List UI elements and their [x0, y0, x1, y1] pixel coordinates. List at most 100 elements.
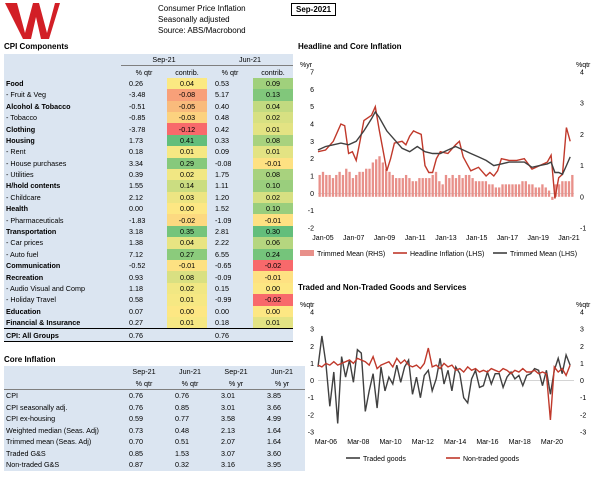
cpi-contrib-cell: 0.13: [253, 89, 293, 101]
core-inflation-title: Core Inflation: [4, 355, 56, 364]
core-row: Weighted median (Seas. Adj) 0.73 0.48 2.13 1…: [4, 424, 305, 436]
sub-header: % qtr: [121, 377, 167, 390]
cpi-pct-cell: -1.83: [121, 214, 167, 226]
legend-swatch: [300, 250, 314, 256]
trimmed-mean-bar: [498, 187, 501, 197]
y-tick-right: 0: [580, 194, 584, 201]
x-tick-label: Mar-18: [509, 439, 531, 446]
cpi-contrib-cell: 0.08: [253, 134, 293, 147]
trimmed-mean-bar: [378, 156, 381, 197]
y-tick-right: -3: [580, 430, 586, 437]
cpi-contrib-cell: -0.12: [167, 123, 207, 135]
cpi-row: Financial & Insurance 0.27 0.01 0.18 0.01: [4, 316, 293, 329]
cpi-row-label: - Pharmaceuticals: [4, 214, 121, 226]
trimmed-mean-bar: [388, 171, 391, 197]
cpi-pct-cell: -0.09: [207, 271, 253, 283]
trimmed-mean-bar: [517, 184, 521, 197]
y-tick-right: 3: [580, 327, 584, 334]
x-tick-label: Mar-10: [379, 439, 401, 446]
core-value-cell: 0.51: [167, 436, 213, 448]
y-tick-left: -1: [308, 395, 314, 402]
trimmed-mean-bar: [508, 184, 511, 197]
trimmed-mean-bar: [444, 174, 448, 197]
y-tick-right: 3: [580, 101, 584, 108]
core-value-cell: 4.99: [259, 413, 305, 425]
cpi-row-label: - Auto fuel: [4, 248, 121, 261]
cpi-contrib-cell: 0.04: [167, 77, 207, 90]
cpi-pct-cell: -0.51: [121, 100, 167, 112]
core-row-label: CPI ex-housing: [4, 413, 121, 425]
trimmed-mean-bar: [441, 184, 444, 197]
core-value-cell: 1.64: [259, 436, 305, 448]
cpi-row: Housing 1.73 0.41 0.33 0.08: [4, 134, 293, 147]
trimmed-mean-bar: [541, 184, 544, 197]
trimmed-mean-bar: [458, 174, 461, 197]
y-tick-left: -2: [308, 226, 314, 233]
cpi-contrib-cell: -0.03: [167, 111, 207, 124]
trimmed-mean-bar: [501, 184, 504, 197]
sub-header: contrib.: [253, 65, 293, 78]
cpi-pct-cell: 0.40: [207, 100, 253, 112]
cpi-pct-cell: -3.48: [121, 89, 167, 101]
headline-core-inflation-chart: %yr %qtr 7 6 5 4 3 2 1 0 -1 -2 4 3 2 1 0 -1 Jan-05 Jan-07 Ja…: [300, 62, 591, 258]
trimmed-mean-bar: [345, 168, 348, 197]
cpi-contrib-cell: 0.14: [167, 180, 207, 192]
core-value-cell: 1.53: [167, 447, 213, 459]
trimmed-mean-bar: [524, 181, 527, 197]
y-tick-right: -1: [580, 226, 586, 233]
x-tick-label: Mar-16: [476, 439, 498, 446]
core-value-cell: 3.58: [213, 413, 259, 425]
trimmed-mean-bar: [454, 178, 458, 197]
y-tick-left: 5: [310, 104, 314, 111]
cpi-pct-cell: 1.73: [121, 134, 167, 147]
cpi-pct-cell: 0.00: [121, 203, 167, 215]
cpi-contrib-cell: 0.02: [167, 168, 207, 181]
cpi-contrib-cell: 0.01: [167, 294, 207, 306]
x-tick-label: Mar-12: [412, 439, 434, 446]
core-value-cell: 0.73: [121, 424, 167, 436]
y-tick-right: 0: [580, 378, 584, 385]
cpi-contrib-cell: 0.03: [167, 191, 207, 204]
core-value-cell: 0.76: [121, 389, 167, 402]
x-tick-label: Jan-19: [528, 235, 550, 242]
cpi-contrib-cell: 0.24: [253, 248, 293, 261]
cpi-contrib-cell: 0.06: [253, 237, 293, 249]
trimmed-mean-bar: [491, 184, 494, 197]
cpi-row: Alcohol & Tobacco -0.51 -0.05 0.40 0.04: [4, 100, 293, 112]
core-row: CPI seasonally adj. 0.76 0.85 3.01 3.66: [4, 401, 305, 413]
cpi-row: - Fruit & Veg -3.48 -0.08 5.17 0.13: [4, 89, 293, 101]
x-tick-label: Jan-17: [497, 235, 519, 242]
cpi-row: - Auto fuel 7.12 0.27 6.55 0.24: [4, 248, 293, 261]
trimmed-mean-bar: [531, 184, 534, 197]
period-header: Jun-21: [207, 54, 293, 67]
y-tick-left: 1: [310, 361, 314, 368]
y-tick-left: -2: [308, 412, 314, 419]
cpi-contrib-cell: 0.08: [253, 168, 293, 181]
core-value-cell: 3.66: [259, 401, 305, 413]
cpi-contrib-cell: 0.04: [167, 237, 207, 249]
bank-logo: [5, 3, 60, 39]
cpi-row-label: Health: [4, 203, 121, 215]
cpi-row-label: Education: [4, 305, 121, 317]
trimmed-mean-bar: [398, 178, 401, 197]
trimmed-mean-bar: [424, 178, 428, 197]
cpi-pct-cell: 3.18: [121, 225, 167, 238]
y-tick-left: 0: [310, 191, 314, 198]
trimmed-mean-bar: [464, 174, 468, 197]
y-tick-right: 4: [580, 70, 584, 77]
trimmed-mean-bar: [534, 187, 537, 197]
y-tick-left: 2: [310, 156, 314, 163]
right-axis-label: %qtr: [576, 62, 591, 69]
cpi-contrib-cell: 0.02: [253, 111, 293, 124]
cpi-pct-cell: 1.52: [207, 203, 253, 215]
cpi-pct-cell: -3.78: [121, 123, 167, 135]
report-date: Sep-2021: [291, 3, 337, 16]
cpi-row: - Childcare 2.12 0.03 1.20 0.02: [4, 191, 293, 204]
cpi-contrib-cell: 0.08: [167, 271, 207, 283]
trimmed-mean-bar: [418, 178, 421, 197]
trimmed-mean-bar: [474, 181, 478, 197]
core-value-cell: 0.70: [121, 436, 167, 448]
cpi-row-label: Recreation: [4, 271, 121, 283]
trimmed-mean-bar: [365, 168, 368, 197]
